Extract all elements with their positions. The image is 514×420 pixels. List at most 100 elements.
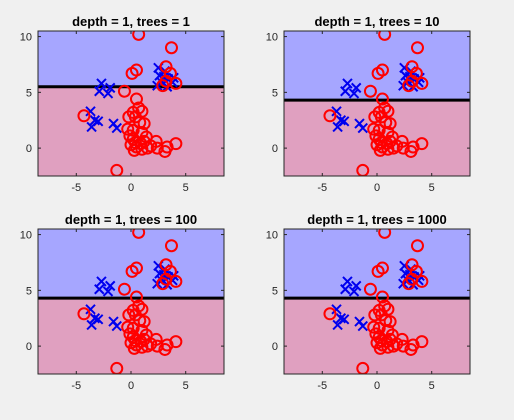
x-marker [335, 313, 347, 324]
o-marker [404, 342, 418, 356]
y-tick-label: 10 [20, 32, 32, 44]
region-class-1 [38, 229, 224, 299]
x-marker [94, 86, 105, 97]
x-marker [357, 122, 368, 134]
o-marker [169, 274, 183, 288]
x-marker [342, 78, 353, 89]
o-marker [363, 84, 377, 98]
o-marker [383, 315, 397, 329]
o-marker [158, 342, 172, 356]
o-marker [415, 274, 429, 288]
subplot-title: depth = 1, trees = 100 [65, 212, 197, 227]
o-marker [121, 320, 135, 334]
o-marker [137, 117, 151, 131]
o-marker [383, 117, 397, 131]
x-marker [85, 106, 96, 117]
o-marker [381, 142, 395, 156]
o-marker [367, 122, 381, 136]
x-tick-label: 5 [429, 182, 435, 194]
o-marker [150, 141, 164, 155]
subplot-title: depth = 1, trees = 1 [72, 14, 190, 29]
o-marker [404, 144, 418, 158]
x-marker [348, 88, 360, 99]
o-marker [323, 109, 337, 123]
x-marker [351, 82, 362, 94]
o-marker [117, 84, 131, 98]
o-marker [140, 339, 154, 353]
x-tick-label: -5 [71, 182, 81, 194]
y-tick-label: 5 [26, 87, 32, 99]
x-marker [105, 280, 116, 292]
x-marker [335, 115, 347, 126]
o-marker [149, 134, 163, 148]
o-marker [395, 134, 409, 148]
o-marker [363, 282, 377, 296]
x-marker [331, 106, 342, 117]
o-marker [77, 109, 91, 123]
x-marker [351, 280, 362, 292]
o-marker [164, 239, 178, 253]
o-marker [77, 307, 91, 321]
o-marker [367, 320, 381, 334]
o-marker [386, 339, 400, 353]
o-marker [375, 63, 389, 77]
x-tick-label: 0 [374, 182, 380, 194]
o-marker [117, 282, 131, 296]
x-marker [92, 116, 104, 127]
x-tick-label: -5 [71, 380, 81, 392]
o-marker [129, 63, 143, 77]
y-tick-label: 10 [266, 230, 278, 242]
region-class-1 [284, 31, 470, 101]
x-marker [102, 286, 114, 297]
o-marker [121, 122, 135, 136]
o-marker [129, 290, 143, 304]
o-marker [132, 229, 146, 239]
o-marker [378, 31, 392, 41]
o-marker [402, 277, 416, 291]
o-marker [378, 229, 392, 239]
region-class-1 [284, 229, 470, 299]
o-marker [169, 76, 183, 90]
o-marker [415, 335, 429, 349]
o-marker [373, 341, 387, 355]
plot-area [38, 229, 224, 374]
plot-area [284, 229, 470, 374]
o-marker [149, 332, 163, 346]
o-marker [410, 41, 424, 55]
o-marker [375, 290, 389, 304]
o-marker [135, 142, 149, 156]
x-tick-label: 5 [183, 380, 189, 392]
x-marker [342, 276, 353, 287]
o-marker [395, 332, 409, 346]
x-marker [331, 304, 342, 315]
y-tick-label: 0 [272, 143, 278, 155]
plot-area [284, 31, 470, 176]
o-marker [132, 31, 146, 41]
y-tick-label: 5 [272, 87, 278, 99]
subplot-2: -5 0 5 0 5 10 depth = 1, trees = 10 [266, 14, 471, 194]
o-marker [396, 141, 410, 155]
x-marker [102, 88, 114, 99]
subplot-title: depth = 1, trees = 1000 [307, 212, 446, 227]
x-tick-label: 0 [374, 380, 380, 392]
x-marker [89, 115, 101, 126]
x-marker [96, 276, 107, 287]
o-marker [323, 307, 337, 321]
x-marker [89, 313, 101, 324]
x-tick-label: 5 [429, 380, 435, 392]
x-marker [357, 320, 368, 332]
o-marker [129, 261, 143, 275]
o-marker [158, 144, 172, 158]
x-marker [340, 86, 351, 97]
o-marker [140, 141, 154, 155]
x-marker [96, 78, 107, 89]
x-marker [338, 314, 350, 325]
x-marker [348, 286, 360, 297]
x-marker [92, 314, 104, 325]
o-marker [169, 335, 183, 349]
y-tick-label: 0 [272, 341, 278, 353]
x-marker [105, 82, 116, 94]
x-tick-label: -5 [317, 380, 327, 392]
o-marker [410, 239, 424, 253]
o-marker [386, 141, 400, 155]
